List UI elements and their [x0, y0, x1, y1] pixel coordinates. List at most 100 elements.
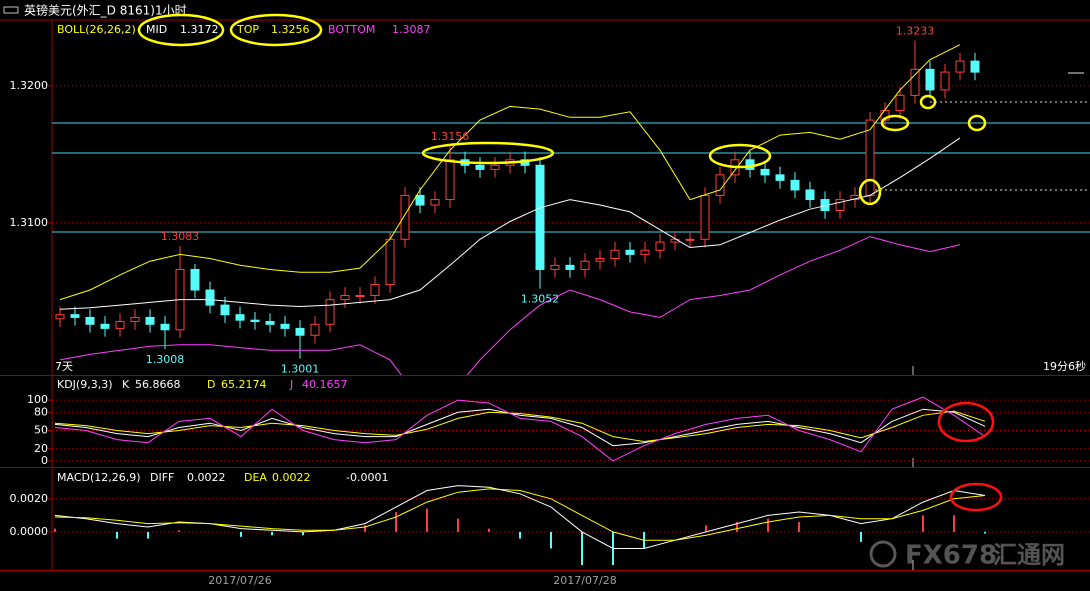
candle-body — [115, 321, 125, 329]
highlights — [137, 13, 1003, 512]
legend-name: DEA — [244, 471, 267, 484]
candle-body — [55, 314, 65, 320]
candle-body — [205, 289, 215, 306]
highlight — [880, 114, 910, 132]
candle-body — [895, 94, 905, 111]
candle-body — [490, 164, 500, 170]
candle-body — [355, 295, 365, 298]
candle-body — [760, 168, 770, 176]
candle-body — [415, 194, 425, 206]
highlight — [919, 94, 937, 110]
x-tick-label: 2017/07/28 — [553, 574, 616, 587]
candle-body — [865, 119, 875, 196]
candle-body — [835, 199, 845, 212]
candle-body — [145, 316, 155, 325]
legend-value: 0.0022 — [272, 471, 311, 484]
highlight — [229, 13, 323, 47]
highlight — [937, 401, 995, 443]
legend-name: D — [207, 378, 215, 391]
panel — [52, 40, 1090, 359]
candle-body — [910, 68, 920, 96]
y-tick-label: 0.0020 — [10, 492, 49, 505]
candle-body — [595, 257, 605, 262]
candle-body — [235, 314, 245, 321]
series-line — [59, 236, 961, 375]
candle-body — [715, 174, 725, 196]
y-tick-label: 1.3200 — [10, 79, 49, 92]
series-line — [54, 410, 986, 443]
watermark-logo — [869, 540, 897, 568]
highlight — [949, 482, 1003, 512]
candle-body — [640, 249, 650, 255]
candle-body — [250, 319, 260, 323]
candle-body — [265, 321, 275, 325]
candle-body — [70, 314, 80, 318]
candle-body — [610, 249, 620, 259]
candle-body — [940, 71, 950, 91]
annotation: 1.3083 — [161, 230, 200, 243]
highlight — [708, 143, 772, 169]
candle-body — [190, 268, 200, 291]
y-tick-label: 0.0000 — [10, 525, 49, 538]
legend-value: 40.1657 — [302, 378, 348, 391]
legend-name: BOTTOM — [328, 23, 375, 36]
legend-name: K — [122, 378, 130, 391]
watermark-text: 汇通网 — [993, 541, 1065, 569]
candle-body — [280, 323, 290, 329]
candle-body — [625, 249, 635, 255]
legend-value: 1.3172 — [180, 23, 219, 36]
legend-value: 65.2174 — [221, 378, 267, 391]
indicator-label: KDJ(9,3,3) — [57, 378, 113, 391]
candle-body — [550, 264, 560, 270]
legend-value: 1.3256 — [271, 23, 310, 36]
y-tick-label: 20 — [34, 442, 48, 455]
series-line — [59, 137, 961, 310]
series-line — [54, 396, 986, 462]
panel — [59, 44, 961, 375]
highlight — [421, 141, 555, 165]
candle-body — [700, 194, 710, 240]
highlight — [967, 114, 987, 132]
candle-body — [295, 327, 305, 336]
candle-body — [685, 238, 695, 241]
corner-label: 7天 — [55, 360, 73, 373]
y-tick-label: 100 — [27, 393, 48, 406]
candle-body — [430, 199, 440, 206]
candle-body — [385, 238, 395, 286]
x-tick-label: 2017/07/26 — [208, 574, 271, 587]
annotation: 1.3008 — [146, 353, 185, 366]
candle-body — [400, 194, 410, 240]
series-line — [54, 408, 986, 447]
series-line — [54, 488, 986, 541]
candle-body — [370, 284, 380, 297]
candle-body — [775, 174, 785, 181]
candle-body — [790, 179, 800, 191]
plot-layer — [52, 40, 1090, 566]
legend-value: 56.8668 — [135, 378, 181, 391]
indicator-label: BOLL(26,26,2) — [57, 23, 136, 36]
y-tick-label: 0 — [41, 454, 48, 467]
candle-body — [325, 299, 335, 325]
panel — [52, 485, 1090, 566]
y-tick-label: 50 — [34, 424, 48, 437]
annotation: 1.3052 — [521, 293, 560, 306]
highlight — [137, 13, 225, 47]
watermark-text: FX678 — [905, 541, 997, 571]
candle-body — [100, 323, 110, 329]
panel — [52, 396, 1090, 462]
candle-body — [535, 164, 545, 270]
window-icon[interactable] — [3, 6, 19, 14]
series-line — [59, 44, 961, 301]
candle-body — [445, 159, 455, 201]
candle-body — [475, 164, 485, 170]
legend-name: MID — [146, 23, 167, 36]
y-tick-label: 1.3100 — [10, 216, 49, 229]
candle-body — [955, 60, 965, 73]
highlight — [858, 178, 882, 206]
candle-body — [565, 264, 575, 270]
candle-body — [340, 295, 350, 301]
annotation: 1.3233 — [896, 25, 935, 38]
candle-body — [220, 304, 230, 316]
